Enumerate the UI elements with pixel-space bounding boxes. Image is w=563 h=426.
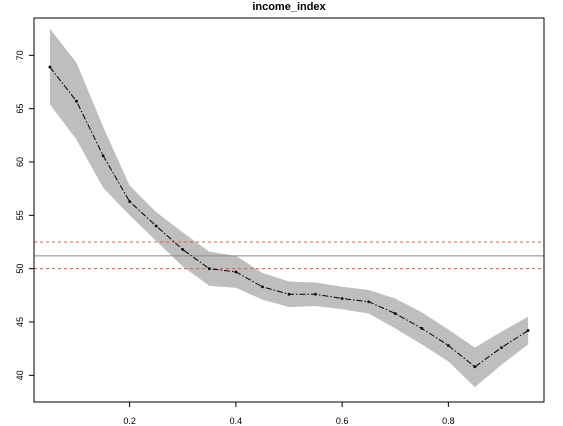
chart-title: income_index [252,1,326,13]
y-tick-label-1: 45 [15,317,25,327]
data-point-6 [207,267,211,271]
data-point-0 [48,65,52,69]
data-point-5 [181,248,185,251]
data-point-16 [473,365,477,369]
x-tick-label-2: 0.6 [336,416,349,426]
data-point-13 [393,312,397,315]
y-tick-label-2: 50 [15,264,25,274]
data-point-14 [420,327,424,330]
data-point-10 [314,292,317,296]
data-point-9 [287,292,291,296]
data-point-4 [154,224,158,228]
x-tick-label-1: 0.4 [230,416,243,426]
y-tick-label-4: 60 [15,157,25,167]
data-point-18 [526,329,530,332]
y-tick-label-0: 40 [15,370,25,380]
confidence-band [49,28,529,388]
data-point-11 [340,297,344,300]
data-point-15 [446,344,450,347]
y-tick-label-5: 65 [15,104,25,114]
x-tick-label-3: 0.8 [442,416,455,426]
data-point-1 [75,99,78,103]
series-line [49,66,529,368]
data-point-3 [128,200,132,203]
plot-area [33,17,545,403]
data-point-7 [234,270,238,274]
data-point-12 [367,300,371,304]
data-point-2 [101,154,105,158]
x-tick-label-0: 0.2 [123,416,136,426]
y-tick-label-6: 70 [15,50,25,60]
data-point-8 [261,285,264,289]
y-tick-label-3: 55 [15,210,25,220]
data-point-17 [500,346,503,349]
